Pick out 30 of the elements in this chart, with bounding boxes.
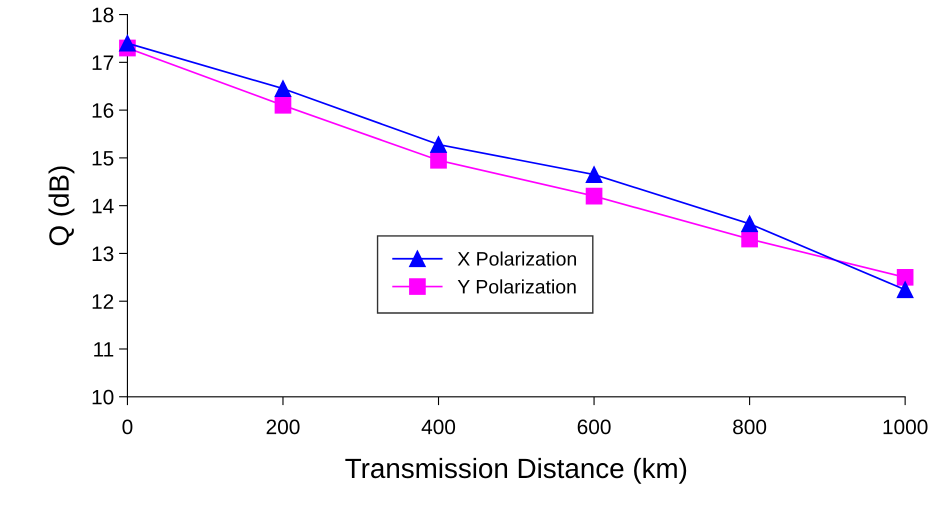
x-tick-label: 800	[733, 420, 766, 434]
point	[741, 230, 758, 248]
legend-label: Y Polarization	[458, 279, 576, 294]
x-tick-label: 600	[578, 420, 611, 434]
point	[896, 281, 914, 298]
y-tick-label: 10	[92, 390, 114, 405]
point	[430, 152, 447, 169]
y-tick-label: 16	[92, 103, 114, 118]
point	[119, 34, 136, 52]
legend-label: X Polarization	[458, 251, 576, 266]
point	[274, 80, 292, 97]
y-tick-label: 13	[92, 246, 114, 262]
point	[741, 215, 758, 232]
point	[586, 166, 602, 183]
x-tick-label: 200	[266, 420, 300, 434]
point	[274, 97, 292, 114]
point	[896, 268, 914, 286]
y-tick-label: 14	[92, 198, 114, 214]
point	[586, 188, 602, 204]
y-tick-label: 18	[92, 8, 114, 22]
x-axis-title: Transmission Distance (km)	[345, 458, 686, 484]
x-tick-label: 1000	[884, 420, 928, 434]
x-tick-label: 400	[422, 420, 456, 434]
y-axis-title: Q (dB)	[48, 166, 74, 246]
y-tick-label: 12	[92, 294, 114, 309]
y-tick-label: 17	[92, 56, 114, 70]
y-tick-label: 11	[94, 342, 114, 357]
point	[430, 136, 447, 153]
x-tick-label: 0	[122, 420, 132, 434]
y-tick-label: 15	[92, 151, 114, 166]
